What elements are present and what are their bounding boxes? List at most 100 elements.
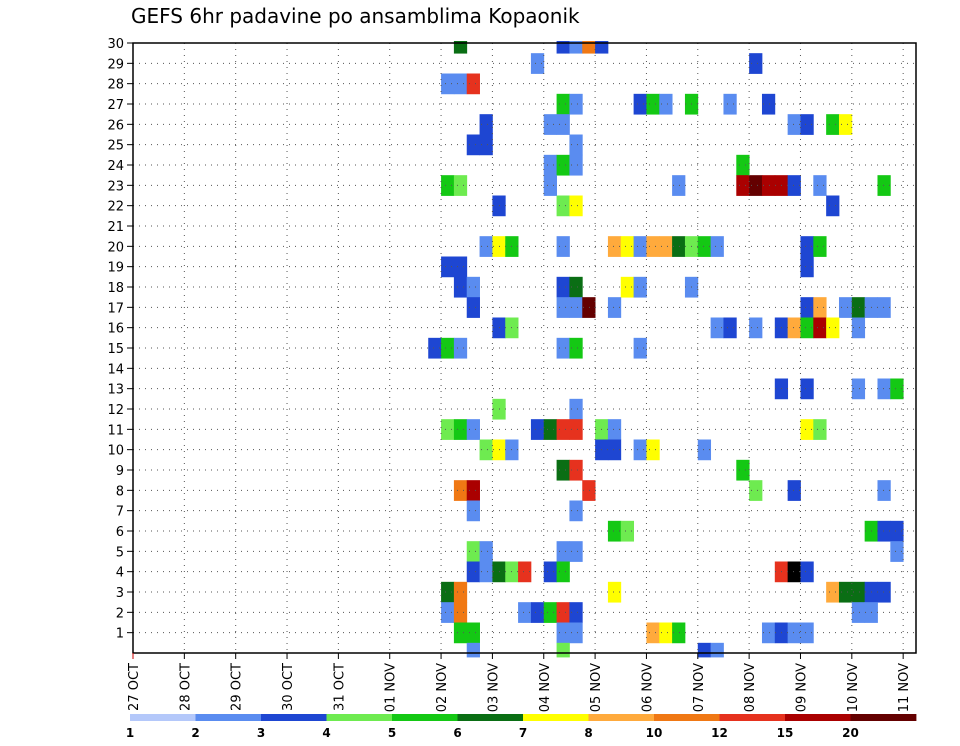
colorbar-swatch <box>654 714 720 721</box>
precip-cell <box>838 297 853 318</box>
precip-cell <box>569 541 583 562</box>
precip-cell <box>813 175 827 196</box>
y-tick-label: 27 <box>107 98 124 113</box>
precip-cell <box>479 541 493 562</box>
precip-cell <box>441 337 455 359</box>
precip-cell <box>543 114 557 135</box>
precip-cell <box>710 642 724 658</box>
precip-cell <box>453 73 468 95</box>
precip-cell <box>453 337 468 359</box>
colorbar-swatch <box>785 714 851 721</box>
precip-cell <box>428 337 442 359</box>
precip-cell <box>877 581 891 603</box>
precip-cell <box>453 256 468 278</box>
y-tick-label: 6 <box>116 525 124 540</box>
precip-cell <box>441 175 455 196</box>
colorbar-swatch <box>719 714 786 721</box>
precip-cell <box>530 602 545 623</box>
precip-cell <box>543 154 557 176</box>
precip-cell <box>453 622 468 644</box>
precip-cell <box>620 276 635 298</box>
precip-cell <box>569 134 583 156</box>
precip-cell <box>569 500 583 522</box>
precip-cell <box>761 93 776 115</box>
x-tick-label: 11 NOV <box>897 663 912 712</box>
precip-cell <box>697 439 712 461</box>
y-tick-label: 19 <box>107 261 124 276</box>
precip-cell <box>453 276 468 298</box>
precip-cell <box>787 480 801 501</box>
precip-cell <box>607 236 622 257</box>
x-tick-label: 10 NOV <box>846 663 861 712</box>
precip-cell <box>569 602 583 623</box>
precip-cell <box>569 398 583 420</box>
precip-cell <box>569 419 583 440</box>
precip-cell <box>453 175 468 196</box>
precip-cell <box>620 520 635 542</box>
precip-cell <box>890 541 904 562</box>
precip-cell <box>659 622 673 644</box>
precip-cell <box>749 175 763 196</box>
precip-cell <box>543 561 557 583</box>
y-tick-label: 9 <box>116 464 124 479</box>
y-tick-label: 22 <box>107 200 124 215</box>
precip-cell <box>582 480 596 501</box>
precip-cell <box>723 317 737 339</box>
precip-cell <box>761 622 776 644</box>
colorbar-swatch <box>261 714 327 721</box>
precip-cell <box>569 459 583 481</box>
precip-cell <box>736 175 750 196</box>
precip-cell <box>749 317 763 339</box>
precip-cell <box>633 276 647 298</box>
precip-cell <box>466 642 480 658</box>
precip-cell <box>466 541 480 562</box>
precip-cell <box>479 439 493 461</box>
chart-title: GEFS 6hr padavine po ansamblima Kopaonik <box>131 4 580 28</box>
precip-cell <box>890 520 904 542</box>
precip-cell <box>877 480 891 501</box>
precip-cell <box>659 236 673 257</box>
y-tick-label: 12 <box>107 403 124 418</box>
precip-cell <box>813 297 827 318</box>
y-tick-label: 21 <box>107 220 124 235</box>
precip-cell <box>787 622 801 644</box>
precip-cell <box>800 622 814 644</box>
x-tick-label: 05 NOV <box>589 663 604 712</box>
x-tick-label: 02 NOV <box>435 663 450 712</box>
precip-cell <box>620 236 635 257</box>
precip-cell <box>530 53 545 74</box>
precip-cell <box>697 642 712 658</box>
precip-cell <box>556 93 570 115</box>
x-tick-label: 29 OCT <box>230 663 245 711</box>
precip-cell <box>813 419 827 440</box>
colorbar-label: 7 <box>519 726 527 740</box>
precip-cell <box>466 419 480 440</box>
precip-cell <box>826 195 840 217</box>
precip-cell <box>453 480 468 501</box>
y-tick-label: 26 <box>107 118 124 133</box>
precip-cell <box>479 236 493 257</box>
precip-cell <box>838 581 853 603</box>
x-tick-label: 01 NOV <box>384 663 399 712</box>
y-tick-label: 10 <box>107 444 124 459</box>
precip-cell <box>710 317 724 339</box>
precip-cell <box>595 41 609 54</box>
precip-cell <box>582 41 596 54</box>
y-tick-label: 13 <box>107 383 124 398</box>
precip-cell <box>697 236 712 257</box>
precip-cell <box>556 561 570 583</box>
precip-cell <box>466 73 480 95</box>
precip-cell <box>556 642 570 658</box>
precip-cell <box>466 500 480 522</box>
precip-cell <box>787 175 801 196</box>
precip-cell <box>556 602 570 623</box>
precip-cell <box>441 602 455 623</box>
precip-cell <box>582 297 596 318</box>
precip-cell <box>569 337 583 359</box>
colorbar-label: 8 <box>584 726 592 740</box>
y-axis: 1234567891011121314151617181920212223242… <box>107 37 133 642</box>
colorbar-swatch <box>195 714 262 721</box>
precip-cell <box>556 41 570 54</box>
